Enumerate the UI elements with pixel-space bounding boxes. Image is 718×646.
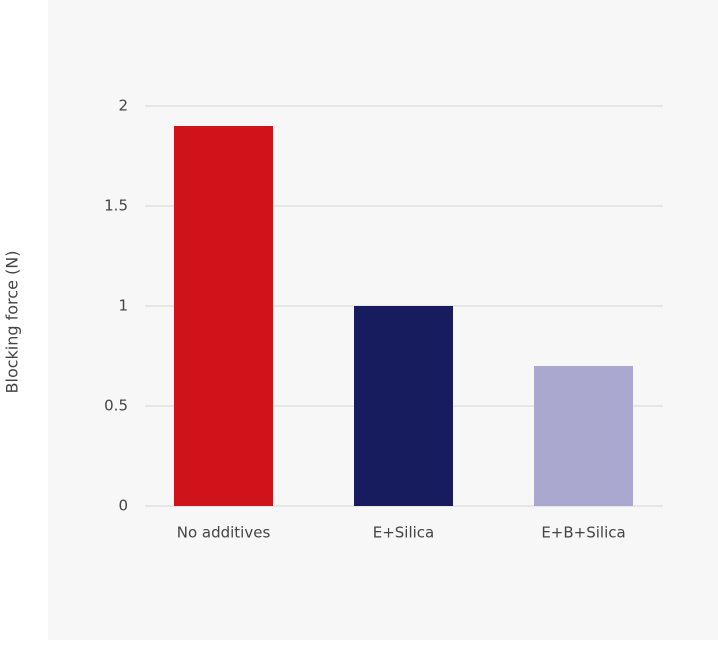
- x-tick-label: No additives: [177, 524, 271, 542]
- bar: [534, 366, 633, 506]
- y-tick-label: 2: [118, 97, 128, 115]
- y-tick-label: 1.5: [104, 197, 128, 215]
- y-axis-label: Blocking force (N): [3, 251, 22, 394]
- y-tick-label: 0: [118, 497, 128, 515]
- x-tick-label: E+Silica: [373, 524, 435, 542]
- x-tick-label: E+B+Silica: [541, 524, 625, 542]
- y-tick-label: 0.5: [104, 397, 128, 415]
- bar: [174, 126, 273, 506]
- bar: [354, 306, 453, 506]
- y-tick-label: 1: [118, 297, 128, 315]
